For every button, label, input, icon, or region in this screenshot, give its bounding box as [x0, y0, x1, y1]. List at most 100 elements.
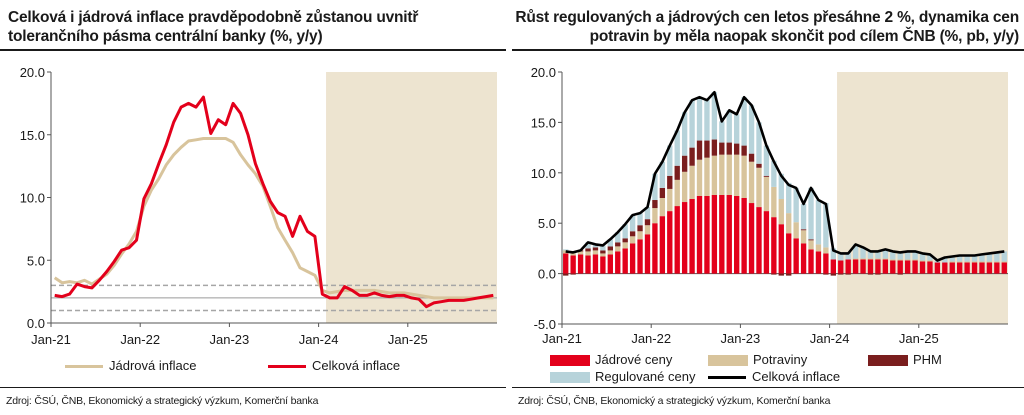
core-prices-bar: [756, 207, 762, 274]
legend-core-label: Jádrová inflace: [109, 358, 197, 373]
fuel-bar: [875, 273, 881, 275]
core-prices-bar: [830, 259, 836, 274]
forecast-shading: [837, 72, 1008, 324]
regulated-bar: [681, 112, 688, 156]
legend-headline-total-label: Celková inflace: [752, 369, 841, 384]
food-bar: [585, 251, 591, 256]
legend-core-prices-label: Jádrové ceny: [595, 352, 673, 367]
regulated-bar: [815, 200, 822, 245]
fuel-bar: [763, 175, 770, 177]
core-prices-bar: [986, 262, 993, 274]
food-bar: [615, 246, 621, 252]
forecast-shading: [326, 72, 497, 323]
fuel-bar: [771, 273, 777, 275]
food-bar: [897, 259, 903, 261]
regulated-bar: [860, 247, 866, 259]
core-prices-bar: [681, 202, 688, 274]
fuel-bar: [607, 246, 613, 251]
regulated-bar: [882, 249, 889, 259]
legend-headline-swatch: [268, 365, 306, 369]
food-bar: [734, 154, 740, 196]
food-bar: [570, 253, 576, 256]
fuel-bar: [674, 165, 680, 180]
y-tick-label: 5.0: [538, 216, 556, 231]
food-bar: [696, 159, 703, 196]
regulated-bar: [696, 97, 703, 141]
right-chart: -5.0 0.0 5.0 10.0 15.0 20.0 Jan-21 Jan-22 Jan-23…: [531, 65, 1008, 346]
fuel-bar: [741, 145, 747, 156]
regulated-bar: [912, 251, 918, 260]
food-bar: [823, 247, 829, 254]
fuel-bar: [592, 247, 599, 251]
core-prices-bar: [786, 233, 792, 274]
regulated-bar: [719, 121, 725, 143]
regulated-bar: [592, 244, 599, 248]
core-prices-bar: [600, 256, 606, 274]
regulated-bar: [942, 257, 948, 263]
core-prices-bar: [741, 198, 747, 274]
core-prices-bar: [570, 255, 576, 274]
fuel-bar: [637, 225, 643, 232]
food-bar: [674, 179, 680, 207]
regulated-bar: [741, 97, 747, 146]
legend-core-swatch: [65, 365, 103, 369]
core-prices-bar: [734, 195, 740, 274]
food-bar: [949, 261, 955, 263]
core-prices-bar: [778, 224, 784, 274]
core-prices-bar: [957, 262, 963, 274]
core-prices-bar: [763, 211, 770, 274]
food-bar: [652, 208, 658, 224]
core-prices-bar: [845, 259, 851, 274]
core-prices-bar: [644, 234, 651, 274]
y-tick-label: 20.0: [531, 65, 556, 80]
y-tick-label: 10.0: [531, 166, 556, 181]
food-bar: [756, 167, 762, 208]
food-bar: [659, 198, 666, 217]
food-bar: [637, 231, 643, 240]
y-tick-label: 10.0: [20, 191, 45, 206]
food-bar: [867, 258, 874, 260]
regulated-bar: [748, 105, 755, 154]
core-prices-bar: [994, 262, 1000, 274]
food-bar: [719, 154, 725, 195]
fuel-bar: [778, 273, 784, 276]
food-bar: [778, 199, 784, 225]
regulated-bar: [1001, 251, 1007, 262]
regulated-bar: [927, 254, 933, 261]
regulated-bar: [964, 255, 970, 262]
food-bar: [919, 260, 926, 262]
food-bar: [890, 259, 896, 261]
legend-core-prices: Jádrové ceny: [550, 352, 672, 367]
regulated-bar: [726, 110, 732, 143]
legend-headline-inflation: Celková inflace: [268, 358, 400, 373]
legend-core-inflation: Jádrová inflace: [65, 358, 196, 373]
food-bar: [994, 261, 1000, 263]
y-tick-label: 0.0: [538, 267, 556, 282]
core-prices-bar: [674, 206, 680, 274]
food-bar: [800, 230, 807, 244]
left-chart-title: Celková i jádrová inflace pravděpodobně …: [8, 9, 419, 45]
regulated-bar: [875, 250, 881, 259]
fuel-bar: [748, 153, 755, 162]
core-prices-bar: [689, 199, 695, 274]
regulated-bar: [838, 252, 844, 261]
core-prices-bar: [793, 238, 799, 274]
fuel-bar: [652, 200, 658, 209]
regulated-bar: [600, 245, 606, 251]
core-prices-bar: [704, 195, 710, 274]
food-bar: [904, 259, 911, 261]
regulated-bar: [667, 145, 673, 176]
food-bar: [592, 250, 599, 255]
regulated-bar: [607, 239, 613, 247]
legend-core-prices-swatch: [550, 355, 590, 367]
y-tick-label: -5.0: [534, 317, 556, 332]
core-prices-bar: [927, 261, 933, 274]
x-tick-label: Jan-22: [120, 332, 160, 347]
x-tick-label: Jan-21: [542, 331, 582, 346]
regulated-bar: [949, 256, 955, 262]
y-tick-label: 15.0: [20, 128, 45, 143]
regulated-bar: [919, 253, 926, 261]
core-prices-bar: [838, 260, 844, 274]
regulated-bar: [786, 182, 792, 214]
food-bar: [927, 260, 933, 262]
